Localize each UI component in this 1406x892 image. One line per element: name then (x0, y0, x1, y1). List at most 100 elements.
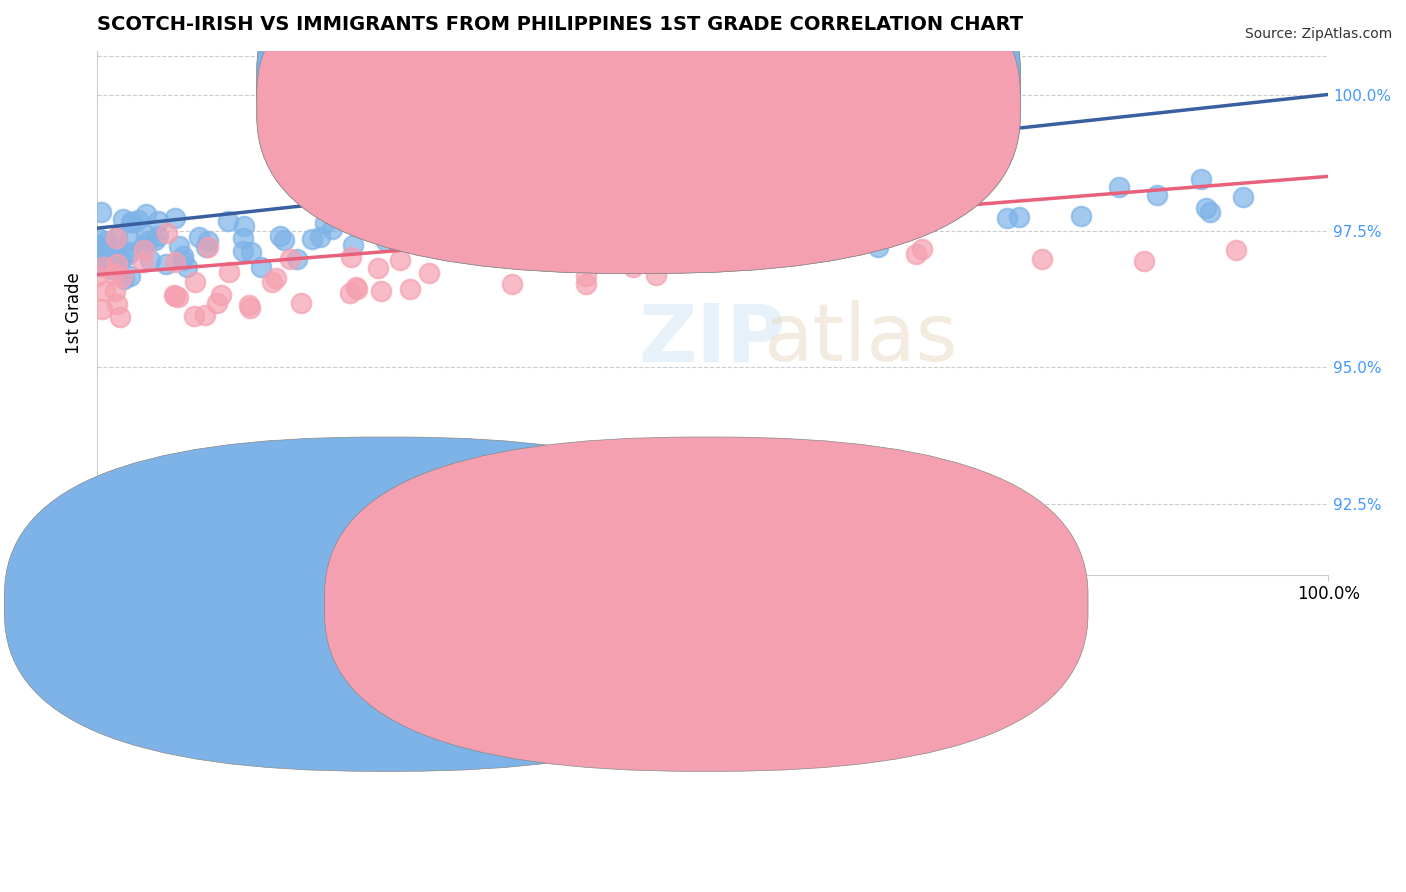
Point (120, 233, 142, 247)
Point (176, 260, 198, 274)
Point (506, 227, 529, 241)
Point (1225, 243, 1247, 257)
Text: Scotch-Irish: Scotch-Irish (454, 607, 551, 624)
Point (1199, 205, 1222, 219)
Point (111, 211, 134, 226)
Point (165, 211, 187, 225)
Point (172, 249, 194, 263)
Point (111, 269, 134, 284)
Point (163, 289, 186, 303)
Point (395, 223, 418, 237)
Point (321, 222, 343, 236)
Point (98, 248, 121, 262)
Point (148, 214, 170, 228)
Point (105, 229, 128, 244)
Point (86, 250, 108, 264)
Point (183, 309, 205, 323)
Text: Immigrants from Philippines: Immigrants from Philippines (744, 607, 977, 624)
Point (357, 183, 380, 197)
Point (197, 234, 219, 248)
Point (98, 252, 121, 266)
Point (375, 234, 398, 248)
Point (232, 231, 254, 245)
Point (104, 284, 127, 298)
Point (498, 251, 520, 265)
Text: Source: ZipAtlas.com: Source: ZipAtlas.com (1244, 27, 1392, 41)
Point (167, 238, 190, 252)
Point (395, 188, 418, 202)
Point (427, 241, 450, 255)
Point (626, 253, 648, 268)
Point (118, 268, 141, 283)
Point (1189, 171, 1212, 186)
Point (86, 268, 108, 283)
Point (105, 257, 128, 271)
Point (238, 298, 260, 312)
Point (166, 290, 188, 304)
Point (938, 170, 960, 185)
FancyBboxPatch shape (257, 0, 1021, 274)
Point (399, 282, 422, 296)
Point (575, 269, 598, 284)
Point (269, 229, 291, 244)
Point (314, 216, 336, 230)
Point (209, 288, 232, 302)
Point (641, 227, 664, 242)
Point (232, 219, 254, 233)
Point (644, 268, 666, 282)
Point (90, 302, 112, 317)
Point (264, 271, 287, 285)
Point (280, 252, 302, 267)
Point (1108, 179, 1130, 194)
Point (1195, 201, 1218, 215)
Point (1146, 187, 1168, 202)
Point (811, 183, 834, 197)
Point (87, 238, 110, 252)
Point (87, 237, 110, 252)
Text: atlas: atlas (763, 300, 957, 378)
Point (339, 286, 361, 301)
Point (807, 199, 830, 213)
Point (87, 258, 110, 272)
Point (120, 214, 142, 228)
Point (135, 207, 157, 221)
Point (367, 260, 389, 275)
Point (557, 200, 579, 214)
Point (515, 236, 537, 251)
Point (343, 215, 366, 229)
Point (117, 247, 139, 261)
Point (388, 253, 411, 268)
Point (146, 228, 169, 243)
Point (423, 211, 446, 225)
Point (593, 170, 616, 185)
Text: R = 0.465: R = 0.465 (657, 70, 755, 87)
Point (301, 231, 323, 245)
Point (1008, 211, 1031, 225)
Point (218, 265, 240, 279)
Point (197, 240, 219, 254)
Point (623, 260, 645, 275)
Point (453, 219, 475, 234)
Point (342, 237, 364, 252)
Text: R = 0.428: R = 0.428 (657, 95, 755, 113)
Point (560, 250, 582, 264)
Point (239, 301, 262, 315)
Point (96, 234, 118, 248)
Point (101, 244, 124, 258)
Point (721, 211, 744, 226)
Point (105, 297, 128, 311)
Text: ZIP: ZIP (638, 300, 786, 378)
Point (188, 230, 211, 244)
Point (605, 208, 627, 222)
Point (904, 247, 927, 261)
Point (866, 240, 889, 254)
Text: N = 64: N = 64 (793, 95, 860, 113)
Point (136, 235, 159, 249)
Point (388, 227, 411, 242)
Point (520, 195, 543, 210)
Point (457, 207, 479, 221)
Point (103, 267, 125, 281)
Point (723, 242, 745, 256)
Point (90, 205, 112, 219)
Point (110, 252, 132, 267)
